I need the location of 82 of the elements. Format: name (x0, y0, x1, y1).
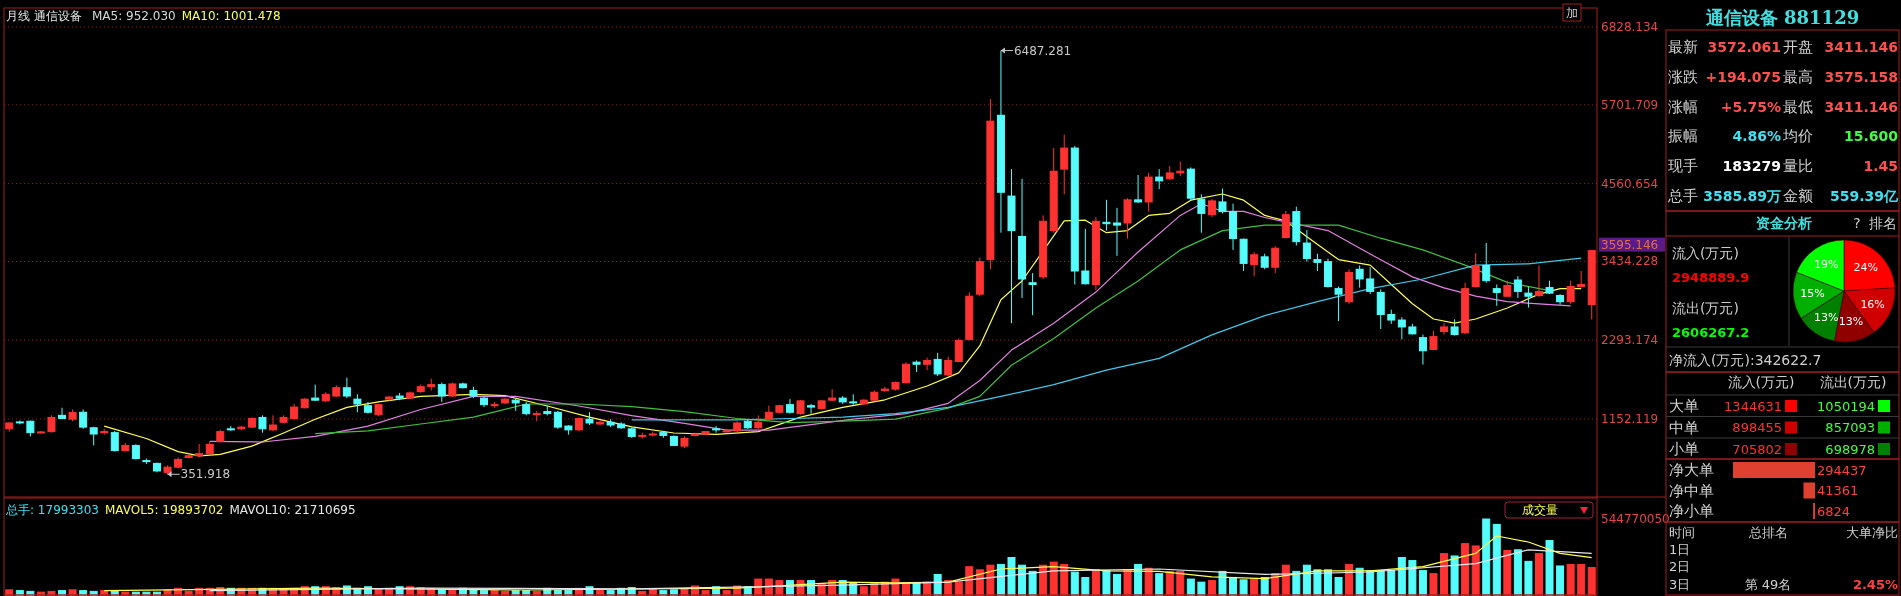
y-tick-label: 净中单 (1669, 481, 1714, 500)
dropdown: 成交量 (1504, 501, 1594, 519)
y-tick-label: 2293.174 (1601, 333, 1659, 348)
text: 698978 (1825, 441, 1875, 457)
annotation: 6487.281 (1013, 43, 1072, 58)
text: 2.45% (1852, 576, 1898, 592)
y-tick-label: 1152.119 (1601, 412, 1659, 427)
annotation: 351.918 (180, 467, 231, 482)
category-label: 1日 (1669, 541, 1691, 557)
data-label: 15% (1800, 287, 1825, 301)
text: 净流入(万元):342622.7 (1669, 352, 1822, 368)
text: 898455 (1732, 420, 1782, 435)
text: 总手: 17993303 (5, 503, 99, 517)
category-label: 总排名 (1747, 524, 1788, 540)
text: 开盘 (1783, 38, 1813, 56)
y-tick-label: 净小单 (1669, 502, 1714, 520)
chart-title: 月线 通信设备 (6, 9, 82, 23)
y-tick-label: 5701.709 (1601, 97, 1659, 112)
text: MAVOL10: 21710695 (229, 503, 356, 517)
y-tick-label: 净大单 (1669, 461, 1714, 479)
text: 857093 (1825, 420, 1875, 435)
data-label: 41361 (1817, 483, 1859, 498)
text: 现手 (1668, 157, 1698, 176)
button: 加 (1562, 3, 1582, 22)
text: 流入(万元) (1672, 245, 1739, 261)
data-label: 16% (1860, 297, 1885, 311)
y-tick-label: 4560.654 (1601, 176, 1659, 191)
text: 3411.146 (1824, 98, 1898, 115)
text: 量比 (1783, 157, 1813, 176)
annotation: MA5: 952.030 (92, 9, 176, 23)
text: 2606267.2 (1672, 324, 1750, 340)
text: 2948889.9 (1672, 269, 1750, 285)
text: 最新 (1668, 38, 1698, 56)
text: 15.600 (1843, 128, 1899, 145)
text: 金额 (1783, 187, 1813, 205)
category-label: 流入(万元) (1727, 374, 1795, 390)
text: 流出(万元) (1672, 300, 1739, 316)
chart-title: 资金分析 (1756, 215, 1812, 231)
text: 3575.158 (1824, 68, 1898, 85)
category-label: 流出(万元) (1819, 374, 1887, 390)
category-label: 大单 (1669, 397, 1699, 415)
category-label: 3日 (1669, 576, 1691, 592)
text: 559.39亿 (1829, 188, 1899, 204)
text: 总手 (1667, 187, 1698, 205)
category-label: 时间 (1669, 524, 1695, 540)
category-label: 中单 (1669, 418, 1699, 437)
text: 705802 (1732, 441, 1782, 457)
data-label: 13% (1814, 310, 1839, 324)
text: 1050194 (1817, 398, 1875, 414)
text: ? (1853, 215, 1861, 231)
text: 第 49名 (1744, 576, 1792, 592)
text: 3411.146 (1824, 39, 1898, 55)
text: 通信设备 881129 (1704, 6, 1860, 28)
text: 3572.061 (1707, 39, 1781, 55)
text: +5.75% (1720, 98, 1781, 115)
data-label: 13% (1838, 315, 1864, 329)
text: 涨幅 (1668, 97, 1698, 116)
text: 最高 (1783, 67, 1813, 86)
text: 1.45 (1863, 158, 1898, 175)
text: +194.075 (1705, 68, 1781, 85)
text: 1344631 (1724, 398, 1782, 414)
text: 4.86% (1732, 128, 1781, 145)
data-label: 19% (1814, 258, 1839, 272)
data-label: 6824 (1817, 503, 1851, 519)
text: 振幅 (1668, 127, 1698, 146)
text: 3585.89万 (1703, 188, 1781, 204)
category-label: 小单 (1669, 440, 1699, 458)
annotation: MA10: 1001.478 (181, 9, 281, 23)
text: 544770050 (1601, 512, 1670, 526)
text: 均价 (1782, 127, 1813, 146)
text: 183279 (1722, 158, 1781, 175)
annotation: 加 (1566, 6, 1578, 20)
text: 排名 (1869, 215, 1897, 231)
text: MAVOL5: 19893702 (104, 503, 224, 517)
data-label: 24% (1853, 261, 1878, 275)
data-label: 294437 (1817, 462, 1867, 478)
category-label: 大单净比 (1846, 524, 1898, 540)
text: 涨跌 (1668, 67, 1698, 86)
text: 最低 (1783, 97, 1813, 116)
y-tick-label: 3434.228 (1601, 254, 1659, 269)
y-tick-label: 6828.134 (1601, 19, 1659, 34)
category-label: 2日 (1669, 559, 1691, 574)
